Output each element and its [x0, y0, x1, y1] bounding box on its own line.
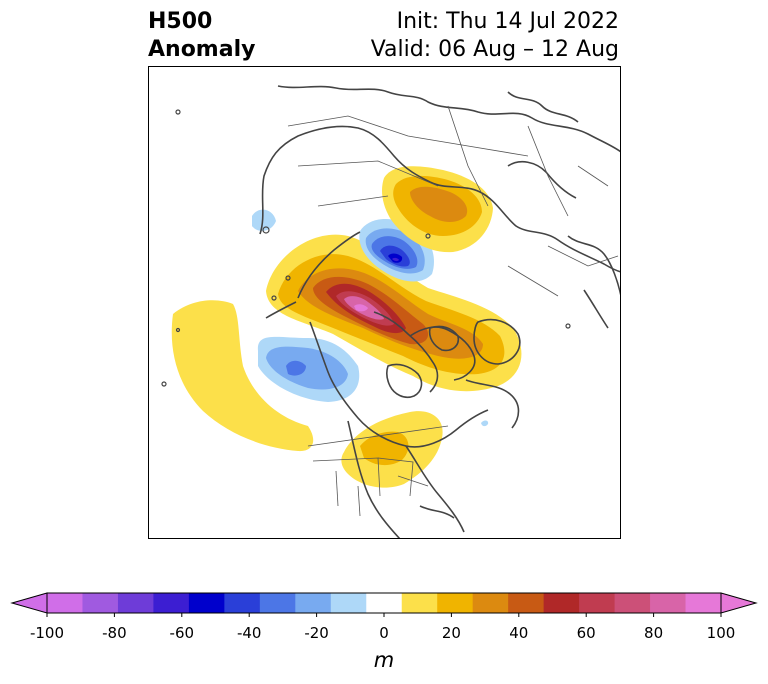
valid-range: Valid: 06 Aug – 12 Aug: [370, 37, 619, 62]
colorbar-cell: [330, 593, 367, 613]
colorbar-cell: [650, 593, 687, 613]
init-date: Init: Thu 14 Jul 2022: [396, 9, 619, 34]
west-trough-small: [252, 209, 276, 231]
colorbar-tick-label: 20: [441, 624, 461, 642]
colorbar-tick-label: -80: [102, 624, 127, 642]
colorbar-cell: [153, 593, 190, 613]
colorbar-tick-label: -20: [304, 624, 329, 642]
colorbar-cell: [366, 593, 403, 613]
anomaly-map: [148, 66, 621, 539]
political-borders: [287, 105, 619, 517]
colorbar-tick-label: -40: [236, 624, 262, 642]
colorbar-cell: [437, 593, 474, 613]
colorbar-cell: [543, 593, 580, 613]
colorbar-tick-label: 80: [644, 624, 664, 642]
colorbar-cell: [82, 593, 119, 613]
title-variable: H500: [148, 9, 213, 34]
east-trough-small: [481, 420, 489, 427]
colorbar-cell: [117, 593, 154, 613]
colorbar-cell: [472, 593, 509, 613]
map-frame: [148, 66, 621, 539]
colorbar-cell: [401, 593, 438, 613]
north-pacific-ridge: [171, 300, 314, 452]
colorbar-cell: [614, 593, 651, 613]
colorbar-under-arrow: [10, 592, 48, 614]
title-left: H500 Anomaly: [148, 8, 255, 64]
colorbar-over-arrow: [720, 592, 758, 614]
canada-arctic-ridge: [266, 234, 522, 392]
colorbar-cell: [259, 593, 296, 613]
title-type: Anomaly: [148, 37, 256, 62]
colorbar-tick-label: -100: [29, 624, 65, 642]
title-right: Init: Thu 14 Jul 2022 Valid: 06 Aug – 12…: [371, 8, 619, 64]
colorbar-cell: [579, 593, 616, 613]
colorbar-tick-label: -60: [169, 624, 195, 642]
colorbar-cell: [224, 593, 261, 613]
colorbar-cell: [508, 593, 545, 613]
colorbar-tick-label: 40: [509, 624, 529, 642]
colorbar-tick-label: 60: [576, 624, 596, 642]
colorbar-cell: [47, 593, 83, 613]
colorbar-cell: [295, 593, 332, 613]
colorbar-unit: m: [373, 648, 395, 672]
coastlines: [259, 85, 621, 539]
islands: [161, 109, 571, 387]
colorbar-cell: [685, 593, 722, 613]
colorbar-tick-label: 0: [379, 624, 389, 642]
colorbar: [10, 592, 758, 617]
colorbar-cell: [188, 593, 225, 613]
colorbar-tick-label: 100: [706, 624, 736, 642]
